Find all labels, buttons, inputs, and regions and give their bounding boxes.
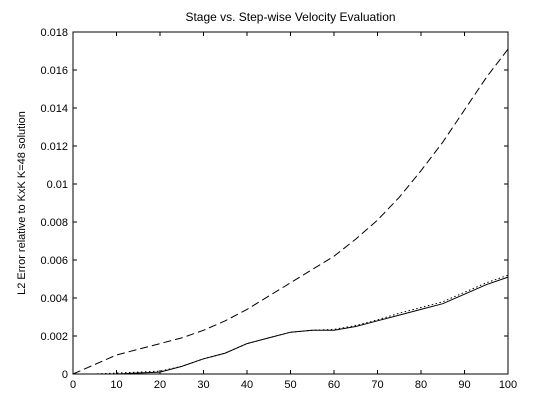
y-tick-label: 0.018 bbox=[40, 27, 68, 39]
y-tick-label: 0.014 bbox=[40, 103, 68, 115]
y-tick-label: 0.004 bbox=[40, 293, 68, 305]
y-tick-label: 0 bbox=[62, 369, 68, 381]
x-tick-label: 40 bbox=[241, 379, 253, 391]
y-axis-label: L2 Error relative to KxK K=48 solution bbox=[16, 111, 28, 295]
series-line-solid bbox=[73, 276, 509, 375]
y-tick-label: 0.008 bbox=[40, 217, 68, 229]
series-line-dashed bbox=[72, 48, 509, 375]
x-tick-label: 10 bbox=[110, 379, 122, 391]
y-tick-label: 0.01 bbox=[47, 179, 68, 191]
y-axis: 0 0.002 0.004 0.006 0.008 0.01 0.012 0.014 0.016… bbox=[40, 27, 508, 381]
x-tick-label: 70 bbox=[371, 379, 383, 391]
y-tick-label: 0.016 bbox=[40, 65, 68, 77]
y-tick-label: 0.002 bbox=[40, 331, 68, 343]
x-tick-label: 30 bbox=[197, 379, 209, 391]
plot-area bbox=[72, 31, 509, 375]
y-tick-label: 0.012 bbox=[40, 141, 68, 153]
x-tick-label: 80 bbox=[415, 379, 427, 391]
x-tick-label: 90 bbox=[458, 379, 470, 391]
x-axis: 0 10 20 30 40 50 60 70 80 90 100 bbox=[70, 32, 517, 391]
series-group bbox=[72, 48, 509, 375]
x-tick-label: 0 bbox=[70, 379, 76, 391]
x-tick-label: 50 bbox=[284, 379, 296, 391]
x-tick-label: 20 bbox=[154, 379, 166, 391]
chart-title: Stage vs. Step-wise Velocity Evaluation bbox=[185, 10, 395, 24]
y-tick-label: 0.006 bbox=[40, 255, 68, 267]
x-tick-label: 100 bbox=[499, 379, 517, 391]
series-line-dotted bbox=[73, 274, 509, 375]
x-tick-label: 60 bbox=[328, 379, 340, 391]
